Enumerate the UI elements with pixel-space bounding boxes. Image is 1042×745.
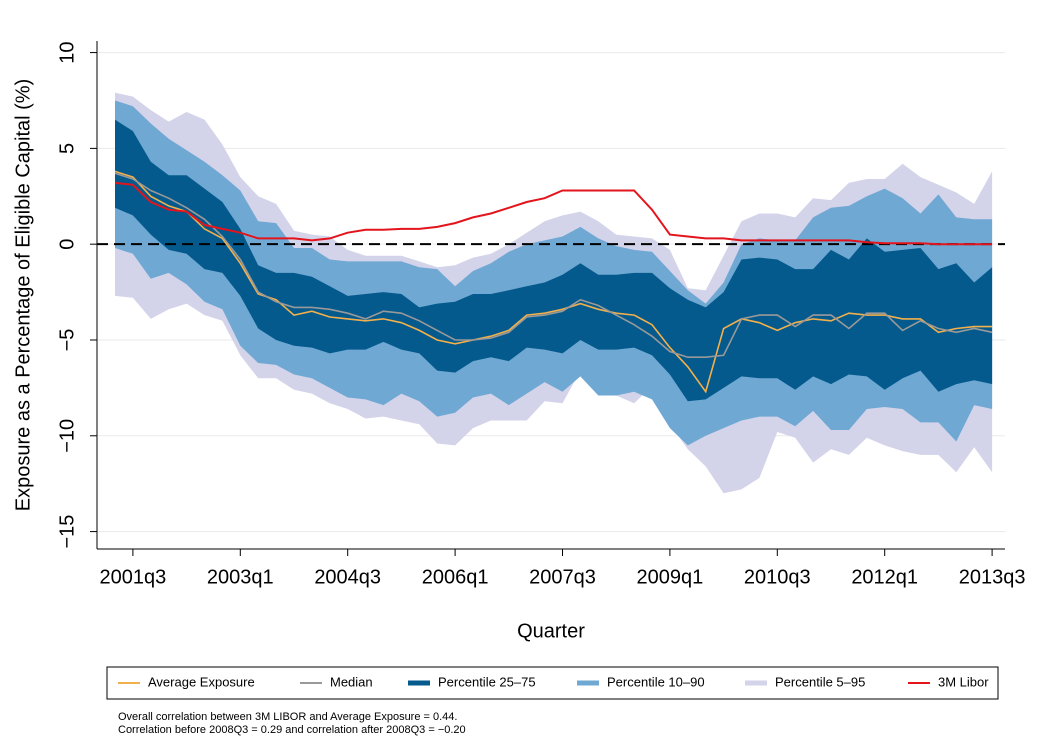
- line: [114, 181, 993, 246]
- x-axis-label: Quarter: [517, 620, 585, 642]
- legend-label: Median: [330, 674, 373, 689]
- x-tick-label: 2004q3: [314, 566, 381, 588]
- y-tick-label: 0: [56, 239, 78, 250]
- x-tick-label: 2012q1: [851, 566, 918, 588]
- x-tick-label: 2013q3: [959, 566, 1026, 588]
- legend-label: Average Exposure: [148, 674, 255, 689]
- y-tick-label: 5: [56, 143, 78, 154]
- band: [115, 119, 993, 402]
- x-tick-label: 2007q3: [529, 566, 596, 588]
- x-tick-label: 2009q1: [637, 566, 704, 588]
- legend-box: [106, 666, 999, 700]
- y-tick-label: −15: [56, 515, 78, 549]
- y-tick-label: −5: [56, 329, 78, 352]
- legend-label: 3M Libor: [938, 674, 989, 689]
- legend-label: Percentile 25–75: [438, 674, 536, 689]
- x-tick-label: 2006q1: [422, 566, 489, 588]
- x-tick-label: 2001q3: [100, 566, 167, 588]
- line: [114, 172, 993, 358]
- line: [114, 170, 993, 394]
- legend-label: Percentile 5–95: [775, 674, 865, 689]
- note: Correlation before 2008Q3 = 0.29 and cor…: [118, 724, 466, 736]
- y-axis-label: Exposure as a Percentage of Eligible Cap…: [12, 79, 34, 511]
- y-tick-label: −10: [56, 419, 78, 453]
- x-tick-label: 2010q3: [744, 566, 811, 588]
- note: Overall correlation between 3M LIBOR and…: [118, 711, 457, 723]
- y-tick-label: 10: [56, 41, 78, 63]
- legend-label: Percentile 10–90: [607, 674, 705, 689]
- x-tick-label: 2003q1: [207, 566, 274, 588]
